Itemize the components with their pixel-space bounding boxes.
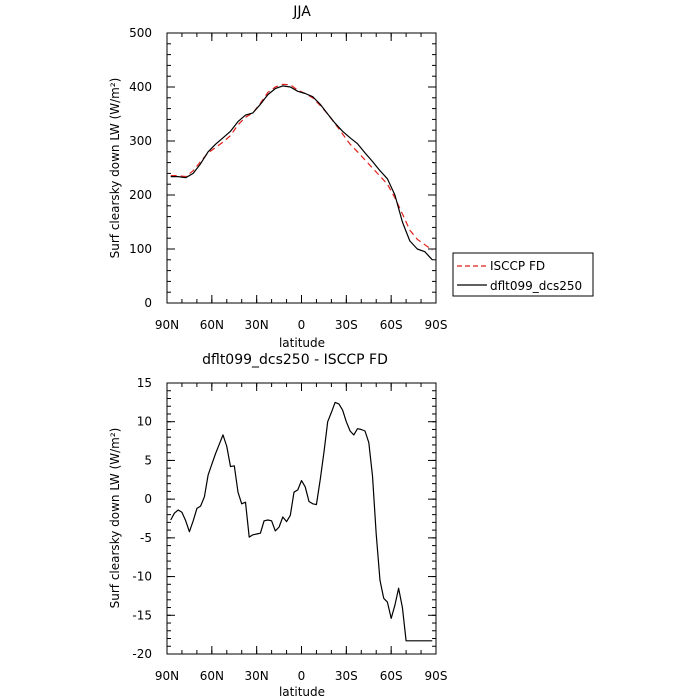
bottom-chart-y-ticks: -20 -15 -10 -5 0 5 10 15 xyxy=(132,376,436,661)
x-tick-label: 30N xyxy=(245,318,269,332)
y-tick-label: 15 xyxy=(137,376,152,390)
x-tick-label: 90N xyxy=(155,669,179,683)
x-tick-label: 60S xyxy=(380,669,403,683)
bottom-chart-plot-frame xyxy=(166,382,437,655)
bottom-chart: dflt099_dcs250 - ISCCP FD 90N 60N 30N 0 30S 6… xyxy=(108,352,447,699)
x-tick-label: 30N xyxy=(245,669,269,683)
bottom-chart-series xyxy=(170,401,433,642)
x-tick-label: 0 xyxy=(298,318,306,332)
top-chart-plot-frame xyxy=(166,32,437,304)
top-chart-y-ticks: 0 100 200 300 400 500 xyxy=(129,26,436,310)
y-tick-label: -15 xyxy=(132,608,152,622)
top-chart-series xyxy=(170,83,433,261)
y-tick-label: 400 xyxy=(129,80,152,94)
x-tick-label: 90S xyxy=(425,318,448,332)
top-chart-xlabel: latitude xyxy=(279,336,325,350)
series-line-0 xyxy=(170,83,433,251)
top-chart-title: JJA xyxy=(292,4,311,20)
top-chart: JJA 90N 60N 30N 0 30S 60S 90S 0 100 200 300 400 500… xyxy=(108,4,594,350)
x-tick-label: 90N xyxy=(155,318,179,332)
y-tick-label: 100 xyxy=(129,242,152,256)
x-tick-label: 60N xyxy=(200,318,224,332)
series-line-1 xyxy=(170,85,433,261)
y-tick-label: -20 xyxy=(132,647,152,661)
top-chart-x-ticks: 90N 60N 30N 0 30S 60S 90S xyxy=(155,33,448,332)
x-tick-label: 30S xyxy=(335,669,358,683)
y-tick-label: 300 xyxy=(129,134,152,148)
x-tick-label: 30S xyxy=(335,318,358,332)
bottom-chart-ylabel: Surf clearsky down LW (W/m²) xyxy=(108,428,122,609)
legend-label-isccp: ISCCP FD xyxy=(490,259,545,273)
bottom-chart-title: dflt099_dcs250 - ISCCP FD xyxy=(202,352,388,368)
series-line-0 xyxy=(170,401,433,642)
legend-label-dflt: dflt099_dcs250 xyxy=(490,279,582,293)
x-tick-label: 60N xyxy=(200,669,224,683)
x-tick-label: 0 xyxy=(298,669,306,683)
y-tick-label: 500 xyxy=(129,26,152,40)
top-chart-legend: ISCCP FD dflt099_dcs250 xyxy=(452,252,594,297)
legend-box xyxy=(452,252,594,297)
y-tick-label: 200 xyxy=(129,188,152,202)
bottom-chart-x-ticks: 90N 60N 30N 0 30S 60S 90S xyxy=(155,383,448,683)
y-tick-label: 10 xyxy=(137,415,152,429)
y-tick-label: -10 xyxy=(132,570,152,584)
x-tick-label: 90S xyxy=(425,669,448,683)
bottom-chart-xlabel: latitude xyxy=(279,685,325,699)
y-tick-label: 5 xyxy=(144,453,152,467)
y-tick-label: 0 xyxy=(144,296,152,310)
y-tick-label: -5 xyxy=(140,531,152,545)
x-tick-label: 60S xyxy=(380,318,403,332)
y-tick-label: 0 xyxy=(144,492,152,506)
top-chart-ylabel: Surf clearsky down LW (W/m²) xyxy=(108,78,122,259)
